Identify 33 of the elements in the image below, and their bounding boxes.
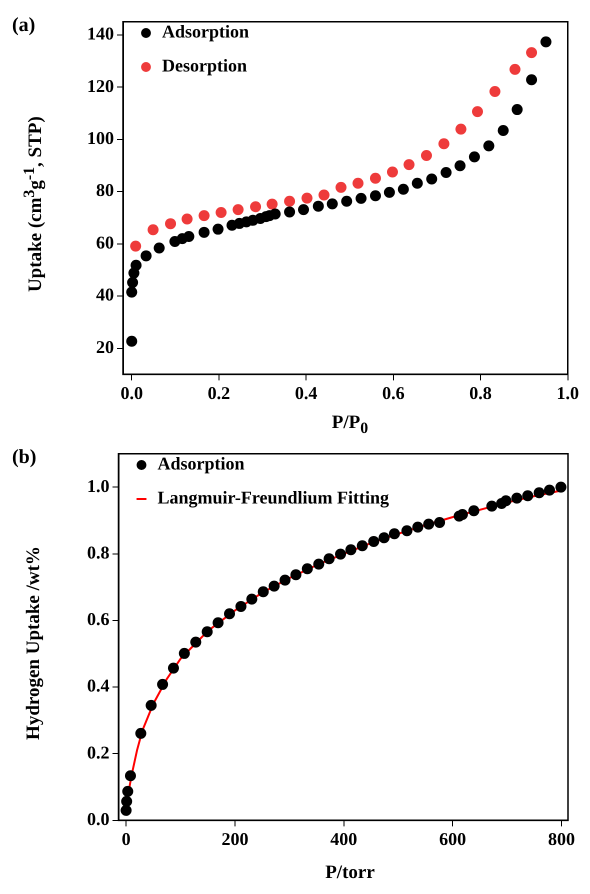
text: (b) — [12, 446, 36, 469]
y-tick-label: 20 — [96, 336, 114, 357]
y-tick-label: 120 — [87, 76, 114, 96]
x-tick-label: 800 — [548, 828, 575, 849]
y-tick-label: 80 — [96, 180, 114, 200]
legend-label: Desorption — [162, 56, 247, 76]
x-tick-label: 0 — [122, 828, 131, 849]
y-tick-label: 140 — [87, 24, 114, 44]
legend-label: Adsorption — [162, 22, 250, 42]
legend-label: Adsorption — [158, 454, 245, 474]
x-tick-label: 1.0 — [556, 382, 579, 403]
y-tick-label: 0.0 — [87, 809, 110, 830]
y-tick-label: 0.2 — [87, 742, 110, 762]
x-tick-label: 600 — [439, 828, 466, 849]
x-tick-label: 0.6 — [382, 382, 405, 403]
y-tick-label: 1.0 — [87, 476, 110, 496]
x-axis-title: P/torr — [324, 862, 376, 884]
y-tick-label: 0.4 — [87, 676, 110, 696]
y-tick-label: 60 — [96, 232, 114, 252]
y-tick-label: 100 — [87, 128, 114, 148]
x-tick-label: 400 — [330, 828, 358, 849]
text: (a) — [12, 14, 36, 37]
legend-label: Langmuir-Freundlium Fitting — [158, 488, 390, 508]
x-tick-label: 0.4 — [294, 382, 318, 403]
y-axis-title: Hydrogen Uptake /wt% — [23, 546, 45, 740]
x-tick-label: 0.8 — [469, 382, 492, 403]
y-tick-label: 0.6 — [87, 609, 110, 630]
x-axis-title: P/P$_{0}$ — [330, 412, 370, 438]
x-tick-label: 200 — [221, 828, 248, 849]
x-tick-label: 0.2 — [208, 382, 230, 403]
x-tick-label: 0.0 — [120, 382, 143, 403]
y-tick-label: 40 — [96, 284, 114, 305]
y-tick-label: 0.8 — [87, 542, 110, 562]
